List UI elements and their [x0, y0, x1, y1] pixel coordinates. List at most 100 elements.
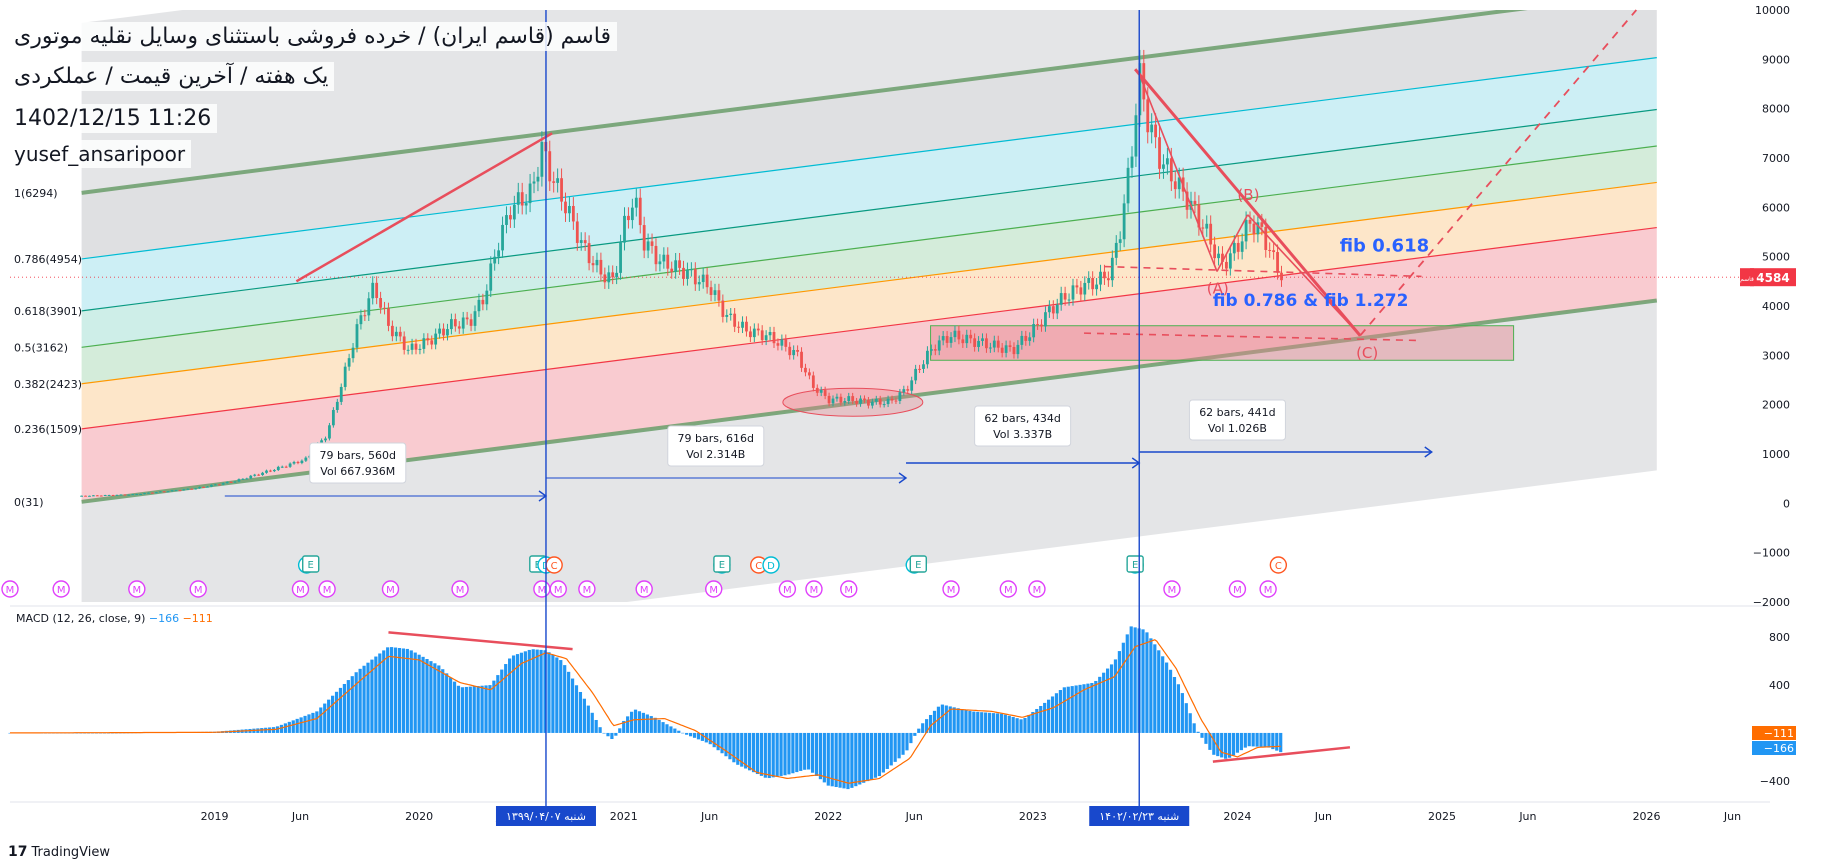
candle-body	[733, 313, 737, 327]
candle-body	[269, 470, 272, 472]
candle-body	[894, 400, 898, 402]
macd-bar	[315, 711, 319, 733]
fib-level-label: 1(6294)	[14, 187, 58, 200]
macd-bar	[984, 712, 988, 733]
macd-bar	[590, 712, 594, 733]
candle-body	[103, 495, 107, 497]
candle-body	[355, 324, 359, 348]
candle-body	[367, 298, 371, 316]
candle-body	[221, 483, 225, 485]
macd-bar	[1050, 696, 1055, 733]
macd-bar	[574, 685, 579, 733]
price-axis[interactable]: −2000 −1000 0 1000 2000 3000 4000 5000 6000 7000 8…	[10, 4, 1796, 826]
candle-body	[674, 260, 678, 272]
candle-body	[111, 495, 115, 497]
macd-bar	[1168, 669, 1173, 733]
candle-body	[422, 338, 426, 349]
macd-divergence-line-2	[1212, 746, 1351, 763]
macd-bar	[346, 680, 350, 733]
macd-bar	[492, 680, 496, 733]
fib-0618-label: fib 0.618	[1340, 236, 1429, 257]
macd-bar	[1078, 684, 1082, 733]
candle-body	[1256, 222, 1260, 235]
macd-bar	[350, 676, 354, 733]
macd-bar	[1062, 687, 1066, 733]
date-marker-tag	[495, 806, 596, 826]
candle-body	[194, 488, 198, 490]
candle-body	[607, 272, 611, 283]
time-tick-label: 2024	[1223, 810, 1251, 823]
fib-0786-dashed	[1083, 332, 1422, 342]
macd-bar	[417, 654, 421, 733]
candle-body	[532, 181, 536, 184]
candle-body	[638, 197, 642, 226]
candle-body	[910, 380, 914, 391]
last-price-tag[interactable]	[1750, 268, 1796, 287]
tradingview-logo[interactable]: 17 TradingView	[8, 844, 110, 860]
candle-body	[457, 326, 461, 329]
macd-bar	[629, 711, 634, 733]
macd-bar	[445, 673, 449, 733]
candle-body	[717, 290, 721, 301]
macd-bar	[295, 718, 299, 733]
candle-body	[847, 396, 851, 402]
price-pane[interactable]	[80, 0, 1658, 672]
candle-body	[1240, 241, 1244, 252]
candle-body	[335, 401, 339, 410]
candle-body	[1071, 285, 1075, 300]
candle-body	[1268, 249, 1272, 251]
fib-band	[81, 10, 1657, 259]
macd-bar	[818, 732, 823, 780]
candle-body	[1075, 285, 1079, 288]
candle-body	[689, 269, 693, 271]
candle-body	[331, 409, 335, 426]
macd-bar	[669, 726, 673, 733]
candle-body	[835, 396, 839, 399]
macd-pane[interactable]: −400 400 800 MACD (12, 26, close, 9) −166 −…	[8, 605, 1796, 790]
macd-bar	[712, 732, 716, 748]
candle-body	[1008, 345, 1012, 348]
candle-body	[949, 337, 953, 343]
macd-bar	[287, 721, 291, 733]
macd-bar	[1043, 702, 1047, 733]
macd-value-label: −166	[1764, 742, 1794, 755]
macd-bar	[1023, 717, 1027, 733]
candle-body	[981, 338, 984, 341]
candle-body	[1205, 223, 1209, 229]
macd-bar	[767, 732, 771, 779]
candle-body	[434, 333, 438, 345]
candle-body	[713, 290, 717, 295]
macd-bar	[567, 671, 571, 733]
candle-body	[965, 334, 969, 344]
candle-body	[304, 457, 308, 461]
price-tick-label: 7000	[1762, 152, 1790, 165]
macd-bar	[307, 714, 311, 733]
event-label: C	[755, 561, 762, 572]
candle-body	[560, 178, 563, 202]
candle-body	[406, 349, 410, 351]
candle-body	[430, 340, 434, 345]
candle-body	[387, 308, 390, 326]
candle-body	[926, 350, 929, 365]
macd-bar	[370, 659, 374, 733]
macd-bar	[362, 665, 366, 733]
event-m	[549, 580, 567, 598]
fib-level-label: 0.5(3162)	[14, 341, 68, 354]
macd-bar	[987, 712, 992, 733]
macd-bar	[1074, 685, 1078, 733]
macd-bar	[732, 732, 736, 763]
macd-bar	[944, 705, 948, 733]
candle-body	[646, 241, 650, 251]
candle-body	[1217, 253, 1220, 259]
candle-body	[642, 225, 646, 251]
macd-bar	[897, 732, 901, 759]
candle-body	[80, 495, 83, 497]
candle-body	[650, 241, 654, 246]
candle-body	[1000, 347, 1004, 353]
event-m	[1163, 580, 1181, 598]
candle-body	[536, 176, 540, 182]
macd-legend-value: −166	[149, 612, 183, 625]
candle-body	[969, 334, 973, 339]
candle-body	[886, 398, 890, 405]
